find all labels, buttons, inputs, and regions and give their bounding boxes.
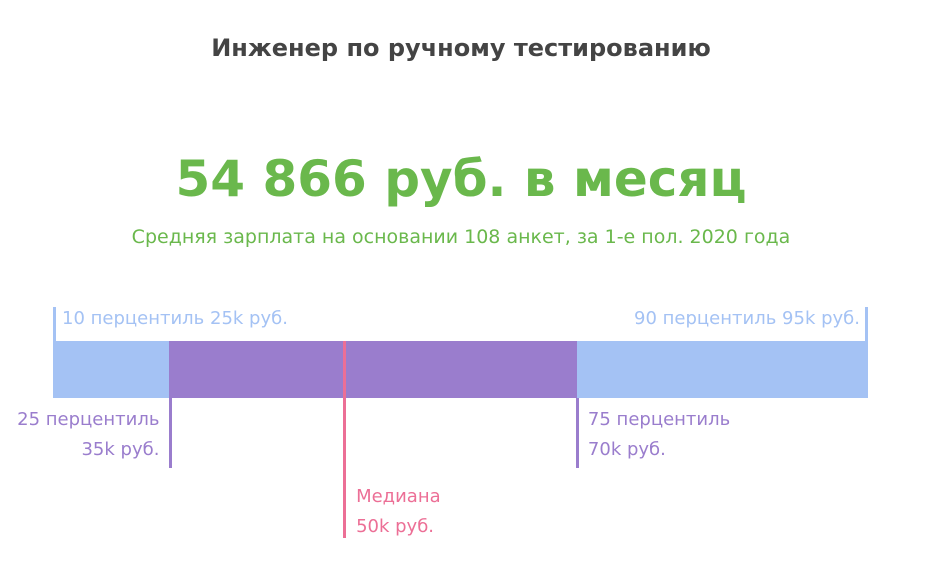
- average-salary: 54 866 руб. в месяц: [175, 150, 747, 208]
- p75-label-value: 70k руб.: [587, 439, 666, 460]
- range-bar-p25-p75: [169, 341, 577, 398]
- p25-label: 25 перцентиль 35k руб.: [17, 405, 159, 465]
- p10-label: 10 перцентиль 25k руб.: [62, 308, 288, 329]
- page-title: Инженер по ручному тестированию: [211, 34, 711, 62]
- median-label-value: 50k руб.: [356, 516, 435, 537]
- p75-label: 75 перцентиль 70k руб.: [588, 405, 730, 465]
- p25-label-value: 35k руб.: [81, 439, 160, 460]
- p75-marker: [575, 398, 579, 468]
- p90-marker: [865, 307, 868, 341]
- p25-marker: [169, 398, 173, 468]
- p90-label: 90 перцентиль 95k руб.: [634, 308, 860, 329]
- salary-subtitle: Средняя зарплата на основании 108 анкет,…: [131, 226, 791, 248]
- median-label-title: Медиана: [356, 486, 441, 507]
- p75-label-title: 75 перцентиль: [587, 409, 731, 430]
- p10-marker: [53, 307, 56, 341]
- median-label: Медиана 50k руб.: [356, 482, 441, 542]
- p25-label-title: 25 перцентиль: [17, 409, 160, 430]
- median-marker: [343, 341, 347, 538]
